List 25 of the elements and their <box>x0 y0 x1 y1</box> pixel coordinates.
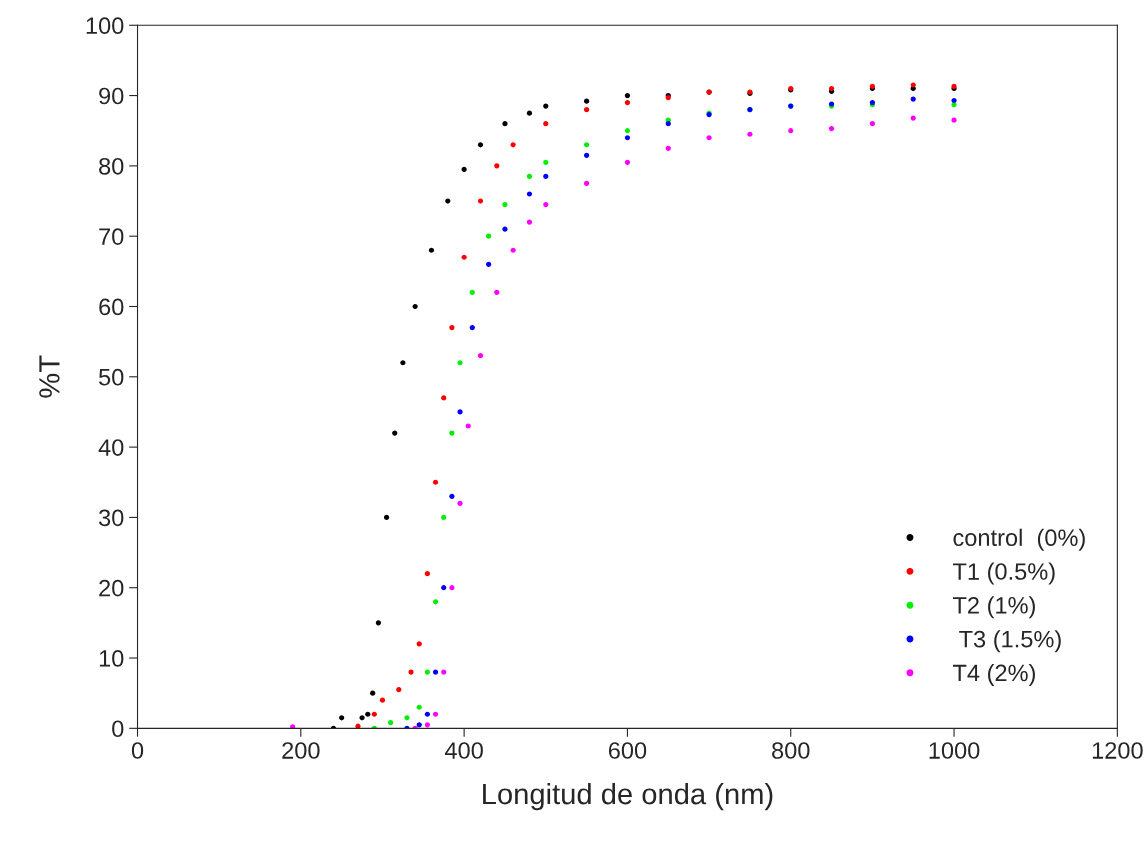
x-axis-title: Longitud de onda (nm) <box>483 782 773 811</box>
y-tick-label: 100 <box>86 17 124 35</box>
y-tick-label: 70 <box>99 228 124 245</box>
y-tick-label: 40 <box>98 439 124 456</box>
legend-label: T3 (1.5%) <box>959 630 1061 653</box>
x-tick-label: 1000 <box>929 742 980 759</box>
y-tick-label: 90 <box>99 87 124 105</box>
y-tick-label: 0 <box>112 720 124 738</box>
y-tick-label: 10 <box>99 650 124 667</box>
legend-label: T2 (1%) <box>953 596 1035 619</box>
x-tick-label: 0 <box>131 742 144 759</box>
x-tick-label: 800 <box>772 742 810 759</box>
y-tick-label: 20 <box>99 579 124 597</box>
legend-label: T4 (2%) <box>953 663 1035 686</box>
x-tick-label: 600 <box>608 742 647 759</box>
y-tick-label: 80 <box>99 157 124 175</box>
y-tick-label: 60 <box>99 298 124 316</box>
legend-label: control (0%) <box>953 528 1085 551</box>
y-tick-label: 30 <box>98 509 124 527</box>
y-tick-label: 50 <box>99 368 124 386</box>
y-axis-title: %T <box>39 355 60 398</box>
legend-label: T1 (0.5%) <box>953 562 1055 585</box>
x-tick-label: 200 <box>282 742 320 759</box>
x-tick-label: 400 <box>444 742 483 759</box>
x-tick-label: 1200 <box>1092 742 1143 759</box>
